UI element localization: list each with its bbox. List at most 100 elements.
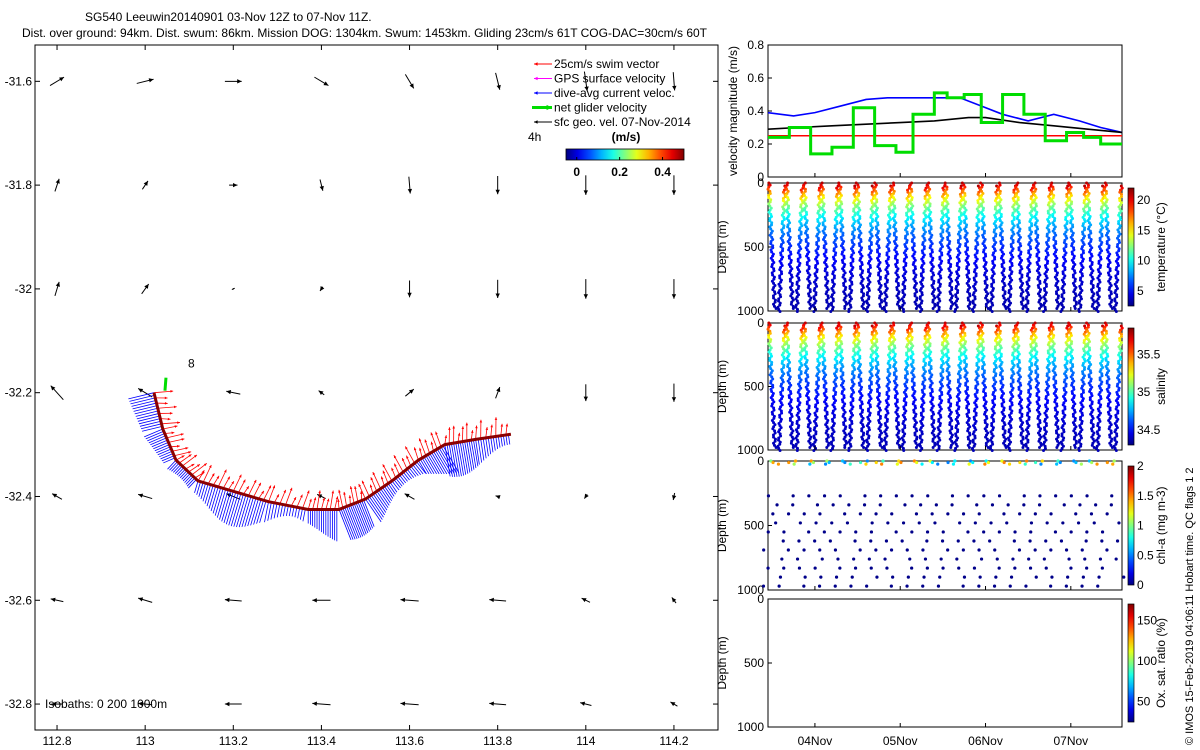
temperature-point	[886, 230, 890, 234]
geo-velocity-arrow-head	[489, 701, 494, 706]
temperature-point	[860, 263, 864, 267]
legend-entry-label: dive-avg current veloc.	[554, 86, 675, 100]
temperature-point	[772, 269, 776, 273]
dac-vector	[368, 496, 384, 518]
temperature-point	[803, 187, 807, 191]
temperature-point	[888, 226, 892, 230]
temperature-point	[1042, 309, 1046, 313]
temperature-point	[816, 261, 820, 265]
geo-velocity-arrow-head	[496, 387, 501, 393]
temperature-point	[843, 288, 847, 292]
temperature-ylabel: Depth (m)	[715, 220, 729, 273]
temperature-point	[777, 291, 781, 295]
temperature-point	[820, 214, 824, 218]
dac-vector	[361, 500, 373, 529]
temperature-point	[867, 289, 871, 293]
temperature-point	[841, 233, 845, 237]
dac-vector	[338, 509, 352, 541]
legend-line	[534, 120, 552, 124]
temperature-point	[814, 257, 818, 261]
temperature-point	[790, 275, 794, 279]
swim-vector-head	[306, 490, 310, 494]
geo-velocity-arrow	[489, 701, 507, 706]
temperature-point	[807, 267, 811, 271]
temperature-point	[869, 243, 873, 247]
temperature-point	[861, 286, 865, 290]
geo-velocity-arrow	[224, 701, 242, 707]
temperature-point	[789, 294, 793, 298]
swim-vector	[157, 405, 177, 409]
geo-velocity-arrow	[495, 176, 500, 195]
temperature-point	[824, 250, 828, 254]
temperature-point	[806, 277, 810, 281]
temperature-point	[851, 274, 855, 278]
temperature-point	[1110, 306, 1114, 310]
geo-velocity-arrow	[312, 701, 331, 706]
dac-vector	[181, 471, 189, 480]
dac-vector	[171, 462, 180, 472]
swim-vector-head	[348, 495, 352, 499]
geo-velocity-arrow-head	[312, 701, 317, 706]
temperature-point	[831, 299, 835, 303]
dac-vector	[140, 423, 162, 430]
temperature-point	[884, 303, 888, 307]
temperature-point	[862, 306, 866, 310]
swim-vector-head	[177, 444, 180, 448]
temperature-point	[768, 217, 772, 221]
temperature-point	[826, 288, 830, 292]
dac-vector	[282, 504, 286, 517]
temperature-point	[924, 215, 928, 219]
temperature-point	[932, 273, 936, 277]
geo-velocity-arrow-head	[584, 86, 589, 92]
swim-vector	[191, 463, 208, 476]
temperature-point	[772, 304, 776, 308]
swim-vector	[470, 430, 474, 441]
dac-vector	[410, 465, 419, 476]
geo-velocity-arrow-head	[59, 77, 65, 82]
swim-vector-head	[360, 491, 363, 494]
temperature-point	[867, 268, 871, 272]
temperature-point	[788, 277, 792, 281]
temperature-point	[777, 299, 781, 303]
swim-vector	[237, 479, 246, 493]
swim-vector-shaft	[248, 479, 257, 496]
temperature-point	[804, 231, 808, 235]
dac-vector	[399, 474, 406, 484]
swim-vector-head	[461, 426, 465, 430]
temperature-point	[803, 208, 807, 212]
temperature-point	[869, 215, 873, 219]
dac-vector	[176, 467, 185, 476]
dac-vector	[184, 474, 193, 483]
age-label: 4h	[528, 130, 541, 144]
temperature-point	[852, 251, 856, 255]
temperature-point	[1092, 306, 1096, 310]
temperature-point	[840, 252, 844, 256]
dac-vector	[253, 499, 262, 525]
temperature-point	[902, 268, 906, 272]
temperature-point	[878, 269, 882, 273]
swim-vector	[349, 486, 355, 504]
temperature-point	[912, 242, 916, 246]
temperature-point	[903, 286, 907, 290]
temperature-point	[940, 194, 944, 198]
temperature-point	[852, 201, 856, 205]
temperature-point	[813, 301, 817, 305]
swim-vector	[338, 489, 344, 509]
dac-vector	[153, 441, 169, 450]
swim-vector	[479, 419, 483, 439]
swim-vector	[382, 464, 393, 482]
temperature-point	[813, 266, 817, 270]
temperature-point	[915, 298, 919, 302]
swim-vector-head	[242, 479, 246, 483]
temperature-point	[823, 219, 827, 223]
swim-vector	[188, 464, 201, 473]
temperature-point	[956, 232, 960, 236]
temperature-point	[832, 257, 836, 261]
temperature-point	[928, 204, 932, 208]
dac-vector	[348, 505, 362, 538]
temperature-point	[805, 254, 809, 258]
swim-vector	[372, 471, 381, 489]
geo-velocity-arrow-head	[583, 190, 588, 195]
legend-entry-label: net glider velocity	[554, 101, 647, 115]
salinity-ylabel: Depth (m)	[715, 360, 729, 413]
